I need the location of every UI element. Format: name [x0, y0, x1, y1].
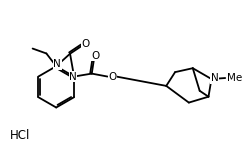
Text: HCl: HCl — [10, 129, 31, 142]
Text: N: N — [69, 72, 77, 82]
Text: O: O — [82, 39, 90, 49]
Text: N: N — [53, 59, 61, 69]
Text: O: O — [92, 51, 100, 61]
Text: O: O — [108, 72, 117, 82]
Text: Me: Me — [227, 73, 242, 83]
Text: O: O — [108, 72, 117, 82]
Text: N: N — [211, 73, 218, 83]
